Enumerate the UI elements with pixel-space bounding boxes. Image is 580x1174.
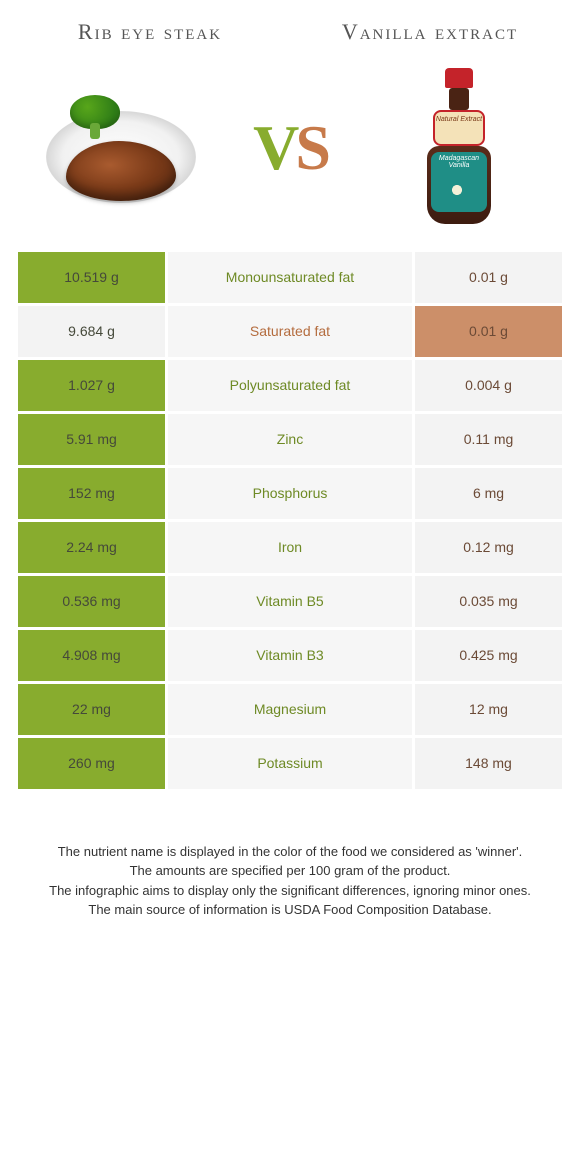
steak-plate-illustration bbox=[46, 93, 196, 203]
table-left-value: 22 mg bbox=[18, 684, 168, 738]
left-food-title: Rib eye steak bbox=[50, 18, 250, 46]
footer-line: The nutrient name is displayed in the co… bbox=[30, 842, 550, 862]
table-nutrient-name: Vitamin B3 bbox=[168, 630, 412, 684]
right-food-image: Natural Extract Madagascan Vanilla bbox=[369, 68, 549, 228]
vs-s: S bbox=[295, 112, 327, 183]
table-right-value: 0.004 g bbox=[412, 360, 562, 414]
table-right-value: 6 mg bbox=[412, 468, 562, 522]
table-right-value: 0.425 mg bbox=[412, 630, 562, 684]
table-left-value: 152 mg bbox=[18, 468, 168, 522]
table-nutrient-name: Vitamin B5 bbox=[168, 576, 412, 630]
table-nutrient-name: Iron bbox=[168, 522, 412, 576]
hero-row: VS Natural Extract Madagascan Vanilla bbox=[0, 50, 580, 252]
bottle-top-label: Natural Extract bbox=[435, 112, 483, 124]
table-right-value: 0.01 g bbox=[412, 306, 562, 360]
footer-notes: The nutrient name is displayed in the co… bbox=[30, 842, 550, 920]
footer-line: The infographic aims to display only the… bbox=[30, 881, 550, 901]
table-left-value: 9.684 g bbox=[18, 306, 168, 360]
table-left-value: 0.536 mg bbox=[18, 576, 168, 630]
table-nutrient-name: Monounsaturated fat bbox=[168, 252, 412, 306]
vanilla-bottle-illustration: Natural Extract Madagascan Vanilla bbox=[425, 68, 493, 228]
right-food-title: Vanilla extract bbox=[330, 18, 530, 46]
table-nutrient-name: Magnesium bbox=[168, 684, 412, 738]
table-nutrient-name: Polyunsaturated fat bbox=[168, 360, 412, 414]
table-left-value: 1.027 g bbox=[18, 360, 168, 414]
bottle-body-label: Madagascan Vanilla bbox=[431, 152, 487, 170]
table-left-value: 5.91 mg bbox=[18, 414, 168, 468]
vs-label: VS bbox=[253, 111, 327, 185]
left-food-image bbox=[31, 68, 211, 228]
table-left-value: 2.24 mg bbox=[18, 522, 168, 576]
table-right-value: 0.11 mg bbox=[412, 414, 562, 468]
table-right-value: 0.035 mg bbox=[412, 576, 562, 630]
table-nutrient-name: Phosphorus bbox=[168, 468, 412, 522]
vs-v: V bbox=[253, 112, 295, 183]
nutrient-table: 10.519 gMonounsaturated fat0.01 g 9.684 g… bbox=[18, 252, 562, 792]
table-nutrient-name: Potassium bbox=[168, 738, 412, 792]
table-nutrient-name: Zinc bbox=[168, 414, 412, 468]
footer-line: The amounts are specified per 100 gram o… bbox=[30, 861, 550, 881]
footer-line: The main source of information is USDA F… bbox=[30, 900, 550, 920]
table-right-value: 0.12 mg bbox=[412, 522, 562, 576]
table-right-value: 0.01 g bbox=[412, 252, 562, 306]
table-left-value: 260 mg bbox=[18, 738, 168, 792]
header: Rib eye steak Vanilla extract bbox=[0, 0, 580, 50]
table-right-value: 148 mg bbox=[412, 738, 562, 792]
table-left-value: 4.908 mg bbox=[18, 630, 168, 684]
table-right-value: 12 mg bbox=[412, 684, 562, 738]
table-nutrient-name: Saturated fat bbox=[168, 306, 412, 360]
table-left-value: 10.519 g bbox=[18, 252, 168, 306]
